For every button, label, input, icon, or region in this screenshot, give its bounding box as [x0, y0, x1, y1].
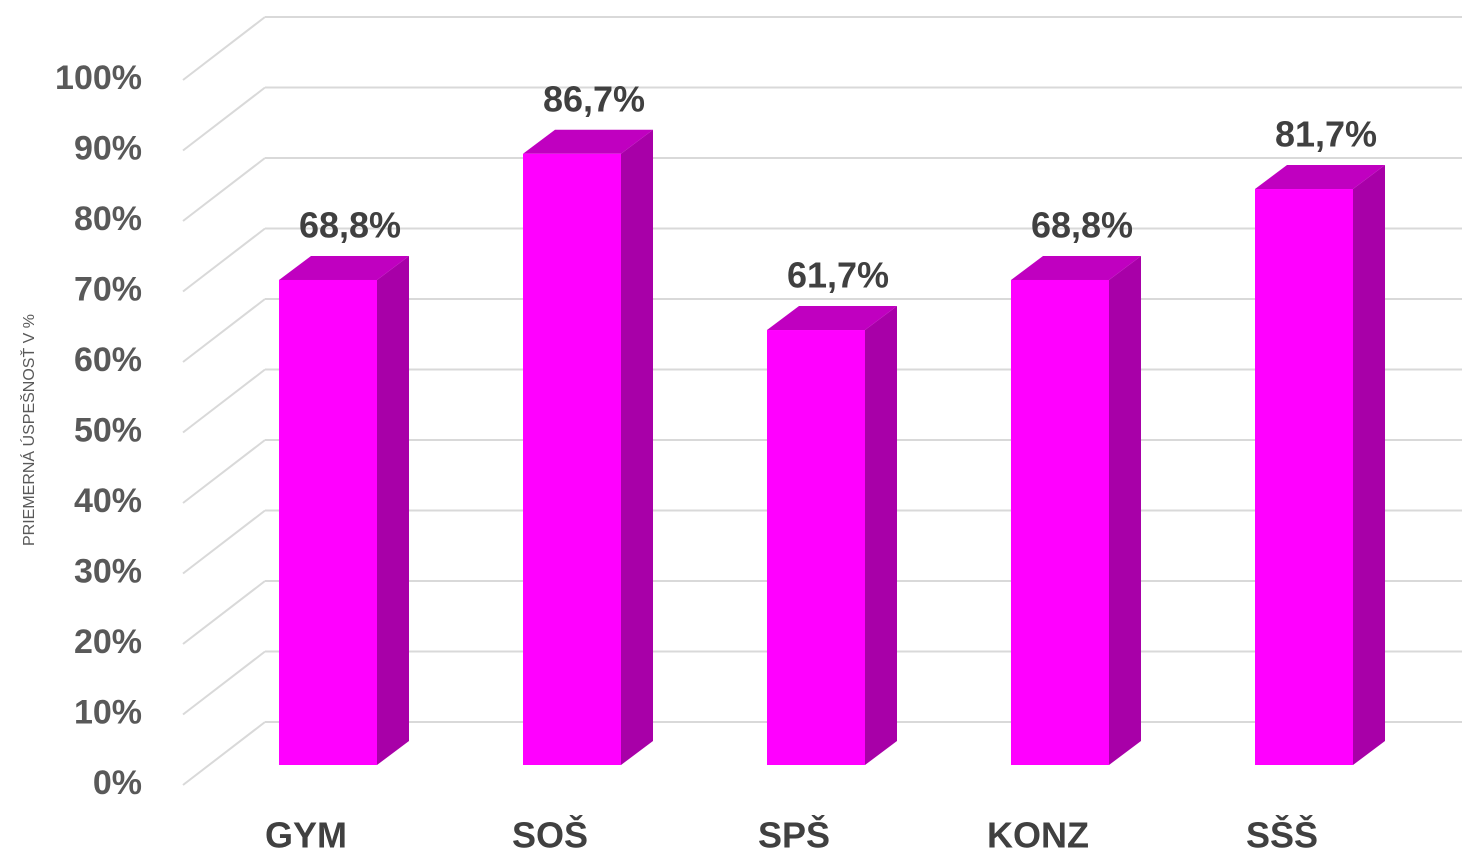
y-tick-label: 70%: [74, 270, 142, 308]
y-tick-label: 60%: [74, 341, 142, 379]
y-tick-label: 80%: [74, 200, 142, 238]
value-label: 68,8%: [1031, 204, 1133, 245]
bar-side: [1353, 165, 1385, 765]
grid-line-side: [182, 439, 266, 504]
value-label: 86,7%: [543, 78, 645, 119]
bar-top: [279, 255, 409, 280]
grid-line-side: [182, 227, 266, 293]
y-tick-label: 100%: [55, 59, 142, 97]
grid-line-side: [182, 509, 266, 575]
x-tick-label: KONZ: [987, 815, 1089, 855]
bar-side: [377, 255, 409, 765]
bar: [767, 330, 865, 765]
bar: [1255, 189, 1353, 765]
grid-line-side: [182, 580, 266, 645]
grid-line-side: [182, 650, 266, 716]
bar-side: [865, 306, 897, 765]
bar: [523, 153, 621, 765]
grid-line-side: [182, 157, 266, 222]
y-tick-label: 30%: [74, 552, 142, 590]
grid-line-side: [182, 368, 266, 434]
y-axis-label: PRIEMERNÁ ÚSPEŠNOSŤ V %: [19, 314, 38, 546]
x-tick-label: SOŠ: [512, 814, 588, 855]
grid-line-side: [182, 16, 266, 81]
bar: [279, 279, 377, 765]
bar-top: [1255, 165, 1385, 190]
value-label: 81,7%: [1275, 114, 1377, 155]
y-tick-label: 0%: [93, 764, 142, 802]
x-tick-label: GYM: [265, 815, 347, 855]
grid-line-side: [182, 721, 266, 786]
bar-side: [621, 129, 653, 765]
y-tick-label: 90%: [74, 129, 142, 167]
bar-top: [1011, 255, 1141, 280]
y-tick-label: 20%: [74, 623, 142, 661]
y-tick-label: 10%: [74, 693, 142, 731]
grid-line-side: [182, 298, 266, 363]
x-tick-label: SŠŠ: [1246, 814, 1318, 855]
y-tick-label: 40%: [74, 482, 142, 520]
y-tick-label: 50%: [74, 411, 142, 449]
x-tick-label: SPŠ: [758, 814, 830, 855]
value-label: 61,7%: [787, 255, 889, 296]
bar-side: [1109, 255, 1141, 765]
value-label: 68,8%: [299, 204, 401, 245]
bar: [1011, 279, 1109, 765]
grid-line-side: [182, 86, 266, 152]
bar-top: [523, 129, 653, 154]
bar-top: [767, 306, 897, 331]
